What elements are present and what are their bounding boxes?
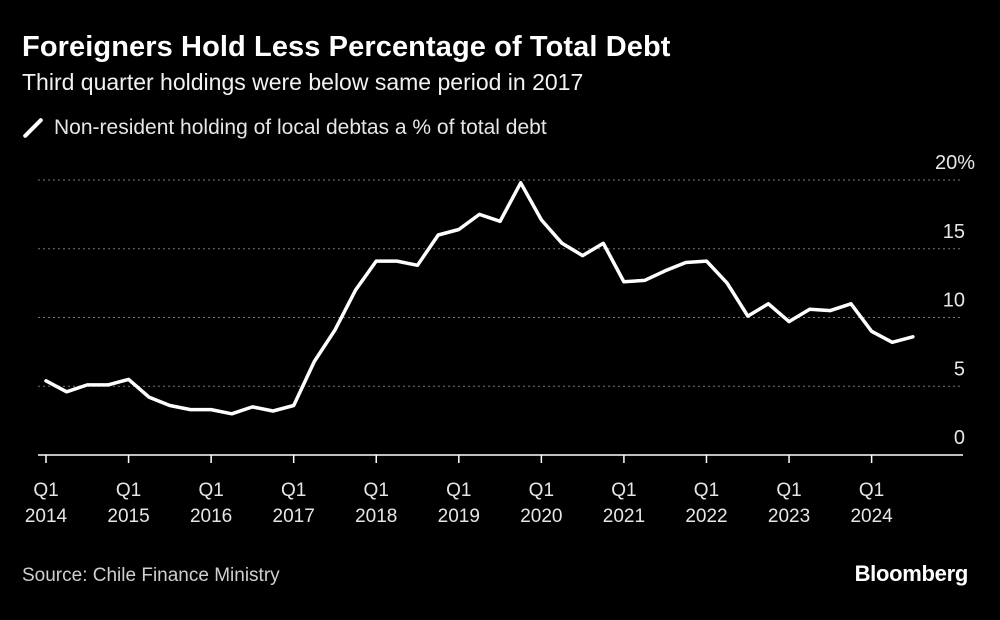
x-tick-year-2016: 2016 — [190, 506, 232, 527]
x-tick-year-2017: 2017 — [273, 506, 315, 527]
x-tick-year-2021: 2021 — [603, 506, 645, 527]
x-tick-year-2015: 2015 — [107, 506, 149, 527]
y-tick-label-15: 15 — [943, 221, 965, 243]
chart-title: Foreigners Hold Less Percentage of Total… — [22, 31, 671, 63]
legend-label: Non-resident holding of local debtas a %… — [54, 116, 547, 139]
x-tick-year-2023: 2023 — [768, 506, 810, 527]
x-tick-year-2019: 2019 — [438, 506, 480, 527]
y-axis-ticks: 0 5 10 15 20% — [935, 152, 975, 449]
y-tick-label-5: 5 — [954, 358, 965, 380]
x-tick-year-2024: 2024 — [850, 506, 893, 527]
x-tick-quarter-2022: Q1 — [694, 480, 719, 501]
y-tick-label-10: 10 — [943, 290, 965, 312]
x-tick-quarter-2019: Q1 — [446, 480, 471, 501]
bloomberg-logo: Bloomberg — [854, 561, 969, 586]
chart-subtitle: Third quarter holdings were below same p… — [22, 69, 584, 95]
x-tick-year-2018: 2018 — [355, 506, 397, 527]
x-tick-year-2014: 2014 — [25, 506, 68, 527]
x-tick-quarter-2024: Q1 — [859, 480, 884, 501]
y-tick-label-0: 0 — [954, 427, 965, 449]
x-tick-year-2020: 2020 — [520, 506, 562, 527]
x-tick-quarter-2016: Q1 — [198, 480, 223, 501]
series-line-0 — [44, 181, 915, 416]
x-tick-quarter-2023: Q1 — [776, 480, 801, 501]
y-tick-label-20: 20% — [935, 152, 975, 174]
x-axis: Q1 2014 Q1 2015 Q1 2016 Q1 2017 Q1 2018 Q1 2019 Q1 20… — [25, 454, 963, 527]
x-tick-year-2022: 2022 — [685, 506, 727, 527]
x-tick-quarter-2015: Q1 — [116, 480, 141, 501]
source-note: Source: Chile Finance Ministry — [22, 565, 280, 586]
x-tick-quarter-2018: Q1 — [364, 480, 389, 501]
x-tick-quarter-2014: Q1 — [33, 480, 58, 501]
legend: Non-resident holding of local debtas a %… — [22, 116, 547, 140]
x-tick-quarter-2021: Q1 — [611, 480, 636, 501]
series-layer — [44, 181, 915, 416]
x-tick-quarter-2017: Q1 — [281, 480, 306, 501]
grid-layer — [38, 179, 963, 387]
x-tick-quarter-2020: Q1 — [529, 480, 554, 501]
